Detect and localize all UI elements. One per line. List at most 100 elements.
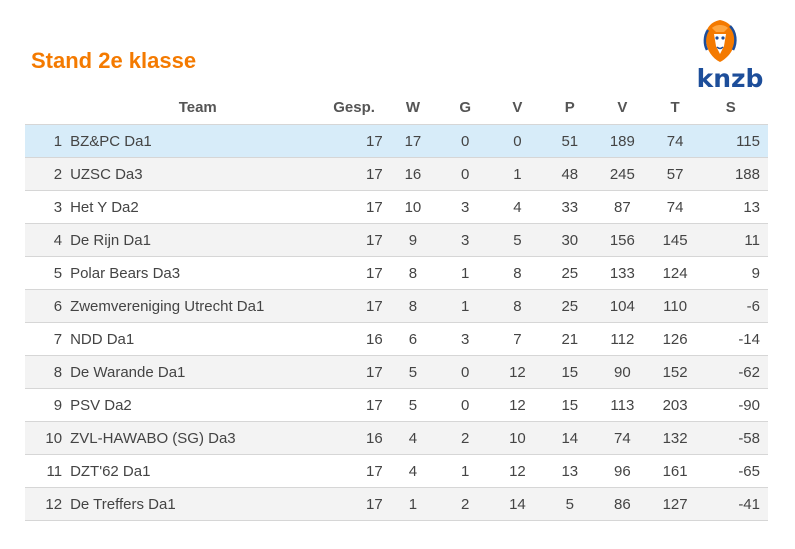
lion-icon xyxy=(703,20,737,62)
cell-team: UZSC Da3 xyxy=(70,157,326,191)
column-header-drawn: G xyxy=(439,91,492,125)
cell-lost: 4 xyxy=(491,190,544,224)
cell-goals-against: 132 xyxy=(648,421,702,455)
cell-lost: 8 xyxy=(491,289,544,323)
cell-goals-against: 127 xyxy=(648,487,702,521)
cell-won: 4 xyxy=(386,454,440,488)
cell-goal-difference: -41 xyxy=(701,487,768,521)
cell-points: 30 xyxy=(543,223,596,257)
cell-goal-difference: -90 xyxy=(701,388,768,422)
cell-team: PSV Da2 xyxy=(70,388,326,422)
cell-points: 13 xyxy=(543,454,596,488)
cell-goal-difference: -6 xyxy=(701,289,768,323)
logo-text: knzb xyxy=(696,64,764,93)
table-row: 3 Het Y Da2 17 10 3 4 33 87 74 13 xyxy=(25,190,768,224)
cell-points: 51 xyxy=(543,124,596,158)
cell-drawn: 3 xyxy=(439,223,492,257)
cell-points: 14 xyxy=(543,421,596,455)
page-title: Stand 2e klasse xyxy=(31,48,197,73)
cell-played: 17 xyxy=(325,256,387,290)
cell-goals-for: 189 xyxy=(596,124,649,158)
cell-lost: 8 xyxy=(491,256,544,290)
cell-goals-for: 74 xyxy=(596,421,649,455)
cell-goals-against: 110 xyxy=(648,289,702,323)
cell-won: 1 xyxy=(386,487,440,521)
column-header-team: Team xyxy=(70,91,326,125)
table-row: 9 PSV Da2 17 5 0 12 15 113 203 -90 xyxy=(25,388,768,422)
cell-drawn: 1 xyxy=(439,256,492,290)
table-row: 12 De Treffers Da1 17 1 2 14 5 86 127 -41 xyxy=(25,487,768,521)
cell-won: 8 xyxy=(386,256,440,290)
cell-points: 15 xyxy=(543,355,596,389)
cell-won: 8 xyxy=(386,289,440,323)
cell-goals-against: 124 xyxy=(648,256,702,290)
cell-won: 5 xyxy=(386,388,440,422)
cell-position: 3 xyxy=(25,190,71,224)
column-header-goal-difference: S xyxy=(701,91,768,125)
cell-goals-for: 96 xyxy=(596,454,649,488)
cell-lost: 12 xyxy=(491,355,544,389)
cell-position: 1 xyxy=(25,124,71,158)
cell-lost: 1 xyxy=(491,157,544,191)
cell-position: 2 xyxy=(25,157,71,191)
cell-team: De Warande Da1 xyxy=(70,355,326,389)
cell-goal-difference: 13 xyxy=(701,190,768,224)
cell-lost: 7 xyxy=(491,322,544,356)
cell-goals-for: 245 xyxy=(596,157,649,191)
table-row: 8 De Warande Da1 17 5 0 12 15 90 152 -62 xyxy=(25,355,768,389)
cell-points: 5 xyxy=(543,487,596,521)
cell-goal-difference: -62 xyxy=(701,355,768,389)
cell-team: Polar Bears Da3 xyxy=(70,256,326,290)
table-header-row: Team Gesp. W G V P V T S xyxy=(25,91,768,125)
cell-points: 25 xyxy=(543,289,596,323)
cell-points: 48 xyxy=(543,157,596,191)
table-row: 7 NDD Da1 16 6 3 7 21 112 126 -14 xyxy=(25,322,768,356)
cell-won: 10 xyxy=(386,190,440,224)
cell-position: 8 xyxy=(25,355,71,389)
cell-drawn: 2 xyxy=(439,421,492,455)
cell-played: 17 xyxy=(325,388,387,422)
cell-won: 16 xyxy=(386,157,440,191)
cell-drawn: 0 xyxy=(439,157,492,191)
cell-drawn: 3 xyxy=(439,322,492,356)
cell-goal-difference: 188 xyxy=(701,157,768,191)
cell-position: 4 xyxy=(25,223,71,257)
cell-played: 17 xyxy=(325,190,387,224)
cell-team: Het Y Da2 xyxy=(70,190,326,224)
cell-won: 17 xyxy=(386,124,440,158)
knzb-logo: knzb xyxy=(690,18,770,93)
cell-points: 21 xyxy=(543,322,596,356)
cell-lost: 0 xyxy=(491,124,544,158)
cell-goal-difference: 115 xyxy=(701,124,768,158)
cell-played: 16 xyxy=(325,322,387,356)
cell-won: 9 xyxy=(386,223,440,257)
cell-lost: 10 xyxy=(491,421,544,455)
cell-drawn: 0 xyxy=(439,388,492,422)
cell-goals-for: 90 xyxy=(596,355,649,389)
cell-drawn: 0 xyxy=(439,124,492,158)
column-header-position xyxy=(25,91,71,125)
column-header-played: Gesp. xyxy=(325,91,387,125)
cell-played: 17 xyxy=(325,487,387,521)
cell-goals-for: 113 xyxy=(596,388,649,422)
cell-goals-for: 86 xyxy=(596,487,649,521)
cell-goals-against: 145 xyxy=(648,223,702,257)
column-header-points: P xyxy=(543,91,596,125)
cell-played: 17 xyxy=(325,157,387,191)
cell-drawn: 1 xyxy=(439,454,492,488)
cell-points: 15 xyxy=(543,388,596,422)
cell-goals-for: 87 xyxy=(596,190,649,224)
cell-team: NDD Da1 xyxy=(70,322,326,356)
cell-goals-against: 74 xyxy=(648,190,702,224)
cell-lost: 12 xyxy=(491,388,544,422)
cell-team: BZ&PC Da1 xyxy=(70,124,326,158)
cell-goals-for: 112 xyxy=(596,322,649,356)
table-row: 1 BZ&PC Da1 17 17 0 0 51 189 74 115 xyxy=(25,124,768,158)
cell-team: De Treffers Da1 xyxy=(70,487,326,521)
cell-position: 5 xyxy=(25,256,71,290)
table-row: 10 ZVL-HAWABO (SG) Da3 16 4 2 10 14 74 132 -58 xyxy=(25,421,768,455)
cell-goals-for: 104 xyxy=(596,289,649,323)
cell-goal-difference: -14 xyxy=(701,322,768,356)
cell-goals-against: 57 xyxy=(648,157,702,191)
cell-goal-difference: 11 xyxy=(701,223,768,257)
